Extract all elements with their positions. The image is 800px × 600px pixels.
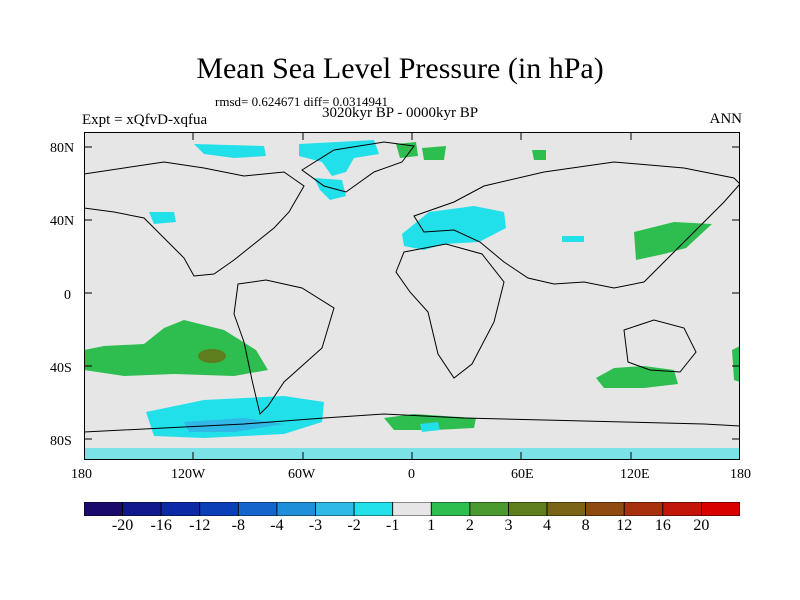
colorbar-cell — [469, 502, 509, 516]
lon-label-60e: 60E — [511, 467, 534, 482]
colorbar-cell — [546, 502, 587, 516]
colorbar-label: 3 — [504, 517, 513, 534]
africa-coast — [395, 243, 505, 379]
experiment-label: Expt = xQfvD-xqfua — [82, 112, 208, 128]
colorbar-cell — [122, 502, 162, 516]
north-pacific-negative-anomaly — [149, 212, 176, 224]
lon-label-120w: 120W — [171, 467, 206, 482]
colorbar-label: -16 — [150, 517, 172, 534]
colorbar-label: 8 — [581, 517, 590, 534]
greenland-negative-anomaly — [299, 140, 379, 176]
rmsd-stats: rmsd= 0.624671 diff= 0.0314941 — [215, 94, 388, 109]
colorbar-cell — [392, 502, 432, 516]
pressure-anomaly-map — [84, 132, 740, 460]
lat-label-0: 0 — [64, 288, 71, 303]
map-title: Mean Sea Level Pressure (in hPa) — [196, 52, 604, 85]
colorbar-cell — [662, 502, 702, 516]
south-indian-positive-anomaly — [596, 366, 678, 388]
colorbar-label: 2 — [465, 517, 474, 534]
mediterranean-negative-anomaly — [402, 206, 506, 250]
colorbar-cell — [623, 502, 664, 516]
colorbar-label: -4 — [270, 517, 284, 534]
arabia-negative-anomaly — [562, 236, 584, 242]
north-atlantic-negative-anomaly — [314, 178, 346, 200]
siberia-positive-anomaly — [532, 150, 546, 160]
antarctica-coast — [84, 413, 740, 433]
colorbar-label: 1 — [427, 517, 436, 534]
colorbar-cell — [160, 502, 201, 516]
south-pacific-positive-anomaly — [84, 320, 268, 376]
colorbar-label: -20 — [111, 517, 134, 534]
colorbar-cell — [353, 502, 394, 516]
lon-label-180e: 180 — [730, 467, 751, 482]
colorbar-cell — [585, 502, 625, 516]
colorbar-label: -2 — [347, 517, 361, 534]
greenland-coast — [301, 141, 415, 193]
kara-positive-anomaly — [422, 146, 446, 160]
weddell-positive-anomaly — [384, 414, 476, 430]
colorbar-label: 16 — [654, 517, 671, 534]
colorbar-label: 20 — [693, 517, 710, 534]
eurasia-coast — [413, 161, 740, 289]
colorbar-cell — [276, 502, 316, 516]
colorbar-cell — [237, 502, 278, 516]
colorbar-label: -12 — [189, 517, 211, 534]
colorbar-cell — [508, 502, 548, 516]
colorbar — [84, 502, 740, 516]
south-america-coast — [233, 279, 335, 415]
lat-label-40s: 40S — [50, 361, 72, 376]
lat-label-80s: 80S — [50, 434, 72, 449]
colorbar-label: -8 — [231, 517, 245, 534]
lat-label-40n: 40N — [50, 214, 75, 229]
south-pacific-strong-positive-core — [198, 349, 226, 363]
colorbar-label: 12 — [616, 517, 633, 534]
tasman-positive-anomaly — [732, 346, 740, 382]
lon-label-180w: 180 — [71, 467, 92, 482]
colorbar-label: 4 — [543, 517, 552, 534]
lat-label-80n: 80N — [50, 141, 75, 156]
axis-ticks — [84, 132, 740, 460]
arctic-canada-negative-anomaly — [194, 144, 266, 158]
colorbar-cell — [701, 502, 740, 516]
west-pacific-positive-anomaly — [634, 222, 712, 260]
colorbar-label: -3 — [308, 517, 323, 534]
lon-label-0: 0 — [408, 467, 415, 482]
lon-label-60w: 60W — [288, 467, 316, 482]
colorbar-cell — [430, 502, 471, 516]
coastlines — [84, 141, 740, 433]
colorbar-cell — [315, 502, 355, 516]
colorbar-cell — [199, 502, 239, 516]
lon-label-120e: 120E — [620, 467, 650, 482]
colorbar-cell — [84, 502, 123, 516]
weddell-negative-patch — [420, 422, 440, 432]
australia-coast — [623, 319, 697, 373]
north-america-coast — [84, 161, 305, 277]
colorbar-label: -1 — [386, 517, 400, 534]
season-label: ANN — [709, 111, 743, 127]
period-label: 3020kyr BP - 0000kyr BP — [322, 105, 479, 121]
